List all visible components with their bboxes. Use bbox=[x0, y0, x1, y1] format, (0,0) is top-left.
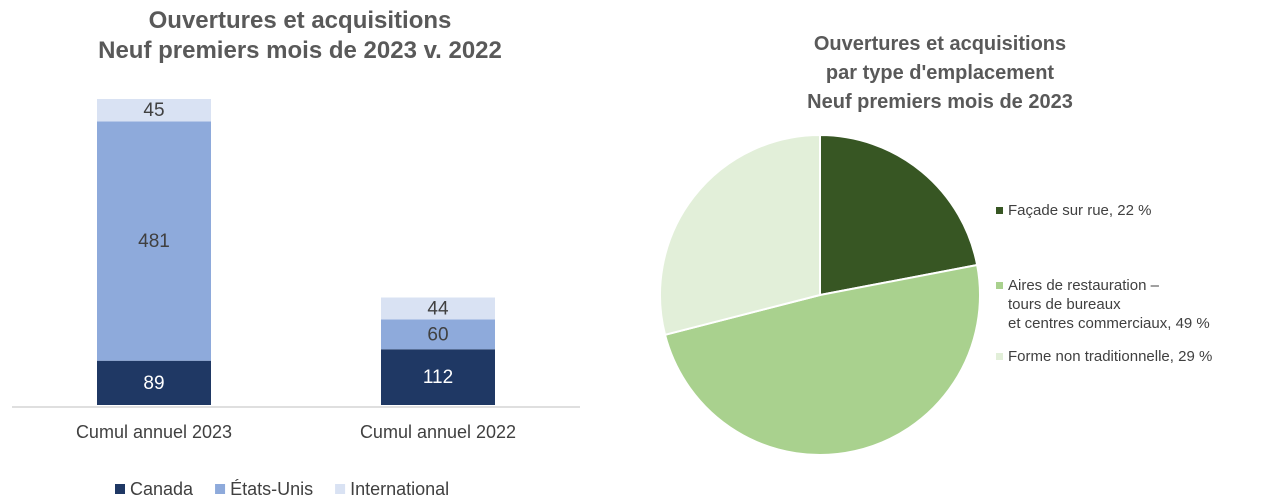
data-label: 44 bbox=[427, 298, 449, 319]
legend-marker bbox=[115, 484, 125, 494]
legend-label: Forme non traditionnelle, bbox=[1008, 348, 1174, 365]
legend-entry: Forme non traditionnelle, 29 % bbox=[996, 347, 1213, 366]
data-label: 29 % bbox=[1178, 348, 1213, 365]
pie-slice bbox=[663, 263, 981, 456]
legend-marker bbox=[215, 484, 226, 494]
legend-entry: Aires de restauration – tours de bureaux… bbox=[996, 276, 1210, 333]
data-label: 60 bbox=[427, 324, 448, 345]
legend-label: Façade sur rue, bbox=[1008, 202, 1114, 219]
legend-marker bbox=[996, 207, 1003, 214]
legend-marker bbox=[335, 484, 346, 494]
legend-label: Canada bbox=[130, 479, 194, 499]
bar-segment bbox=[381, 297, 495, 320]
pie-slice bbox=[819, 133, 979, 297]
legend-label: International bbox=[350, 479, 449, 499]
bar-segment bbox=[97, 360, 211, 405]
x-tick-label: Cumul annuel 2023 bbox=[76, 422, 232, 442]
data-label: 45 bbox=[143, 100, 164, 121]
pie-title: Ouvertures et acquisitions par type d'em… bbox=[807, 33, 1073, 113]
legend-marker bbox=[996, 282, 1003, 289]
data-label: 22 % bbox=[1117, 202, 1152, 219]
bar-segment bbox=[97, 121, 211, 361]
pie-slice bbox=[659, 133, 821, 337]
legend-label: Aires de restauration – tours de bureaux… bbox=[1008, 277, 1172, 332]
x-tick-label: Cumul annuel 2022 bbox=[360, 422, 516, 442]
legend-entry: Façade sur rue, 22 % bbox=[996, 201, 1152, 220]
bar-segment bbox=[381, 349, 495, 405]
legend-label: États-Unis bbox=[230, 479, 313, 499]
data-label: 49 % bbox=[1175, 315, 1210, 332]
bar-segment bbox=[97, 99, 211, 122]
data-label: 112 bbox=[423, 367, 453, 388]
bar-title: Ouvertures et acquisitions Neuf premiers… bbox=[98, 7, 502, 64]
data-label: 481 bbox=[138, 231, 170, 252]
data-label: 89 bbox=[143, 373, 164, 394]
bar-segment bbox=[381, 319, 495, 350]
legend-marker bbox=[996, 353, 1003, 360]
